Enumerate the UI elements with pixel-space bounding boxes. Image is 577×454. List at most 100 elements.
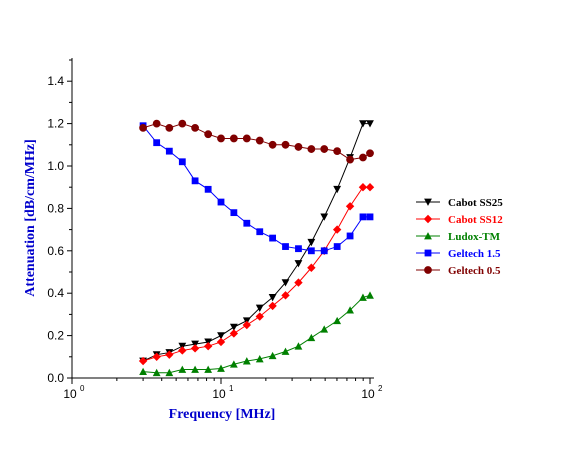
data-point [346, 232, 354, 240]
x-axis-title: Frequency [MHz] [169, 407, 276, 422]
legend-marker [423, 214, 433, 224]
data-point [268, 301, 277, 311]
data-point [242, 134, 251, 143]
data-point [359, 153, 367, 162]
data-point [346, 155, 354, 164]
data-point [255, 136, 264, 145]
data-point [366, 291, 374, 299]
legend-label: Geltech 0.5 [448, 265, 501, 277]
series-line [142, 123, 370, 362]
data-point [203, 342, 213, 351]
legend-label: Cabot SS25 [448, 197, 503, 209]
data-point [139, 367, 147, 376]
data-point [320, 213, 329, 221]
data-point [359, 213, 367, 221]
data-point [178, 119, 187, 128]
data-point [268, 140, 277, 149]
data-point [229, 134, 238, 143]
y-tick-label: 0.8 [47, 201, 64, 215]
data-point [359, 293, 367, 301]
data-point [191, 123, 199, 132]
data-point [217, 134, 225, 143]
y-axis-title: Attenuation [dB/cm/MHz] [23, 139, 38, 296]
data-point [281, 140, 290, 149]
data-point [178, 365, 187, 373]
data-point [255, 355, 264, 363]
legend-item: Ludox-TM [416, 231, 501, 243]
legend-marker [424, 198, 432, 206]
data-point [281, 347, 290, 355]
data-point [366, 213, 374, 221]
data-point [204, 130, 213, 139]
data-point [294, 143, 303, 151]
data-point [294, 342, 303, 350]
x-tick-label: 10 [361, 387, 375, 401]
data-point [307, 247, 315, 255]
series-geltech-0-5 [139, 119, 374, 164]
y-tick-label: 0.4 [47, 286, 64, 300]
data-point [152, 368, 161, 377]
data-point [230, 209, 238, 217]
data-point [139, 123, 147, 132]
data-point [320, 247, 328, 255]
x-tick-label: 10 [212, 387, 226, 401]
data-point [191, 365, 199, 373]
data-point [307, 145, 316, 153]
series-group [138, 119, 375, 377]
data-point [294, 260, 303, 268]
legend: Cabot SS25 Cabot SS12 Ludox-TM Geltech 1.5 G… [416, 197, 503, 277]
data-point [268, 351, 277, 360]
data-point [345, 202, 355, 211]
data-point [153, 139, 161, 147]
data-point [229, 329, 239, 338]
data-point [333, 147, 342, 156]
data-point [204, 185, 212, 193]
data-point [281, 279, 290, 287]
data-point [242, 320, 252, 330]
series-cabot-ss12 [138, 183, 375, 366]
data-point [217, 332, 225, 340]
data-point [178, 346, 187, 355]
x-tick-exponent: 0 [80, 384, 85, 393]
data-point [256, 228, 264, 236]
y-tick-label: 1.4 [47, 74, 64, 88]
data-point [255, 312, 264, 321]
series-line [142, 186, 370, 362]
data-point [332, 225, 342, 234]
legend-marker [424, 266, 432, 274]
data-point [358, 183, 368, 192]
data-point [216, 337, 226, 347]
data-point [366, 120, 374, 128]
data-point [366, 149, 374, 158]
data-point [320, 145, 329, 153]
data-point [229, 323, 238, 332]
series-cabot-ss25 [139, 120, 374, 365]
data-point [346, 306, 354, 314]
data-point [295, 245, 302, 253]
data-point [243, 219, 251, 227]
data-point [294, 278, 303, 287]
legend-item: Cabot SS25 [416, 197, 503, 209]
legend-item: Geltech 0.5 [416, 265, 501, 277]
x-tick-label: 10 [63, 387, 77, 401]
y-tick-label: 1.0 [47, 159, 64, 173]
data-point [320, 325, 329, 333]
data-point [229, 360, 238, 368]
data-point [165, 123, 174, 132]
series-ludox-tm [139, 291, 374, 377]
data-point [204, 365, 213, 373]
data-point [307, 238, 316, 247]
y-tick-label: 0.0 [47, 371, 64, 385]
data-point [242, 357, 251, 365]
data-point [217, 364, 225, 372]
x-tick-exponent: 1 [229, 384, 234, 393]
data-point [191, 177, 199, 185]
legend-label: Cabot SS12 [448, 214, 503, 226]
data-point [268, 294, 277, 302]
y-tick-label: 0.2 [47, 329, 64, 343]
data-point [165, 350, 174, 359]
data-point [165, 147, 173, 155]
data-point [255, 304, 264, 312]
data-point [282, 243, 289, 250]
data-point [152, 119, 161, 128]
